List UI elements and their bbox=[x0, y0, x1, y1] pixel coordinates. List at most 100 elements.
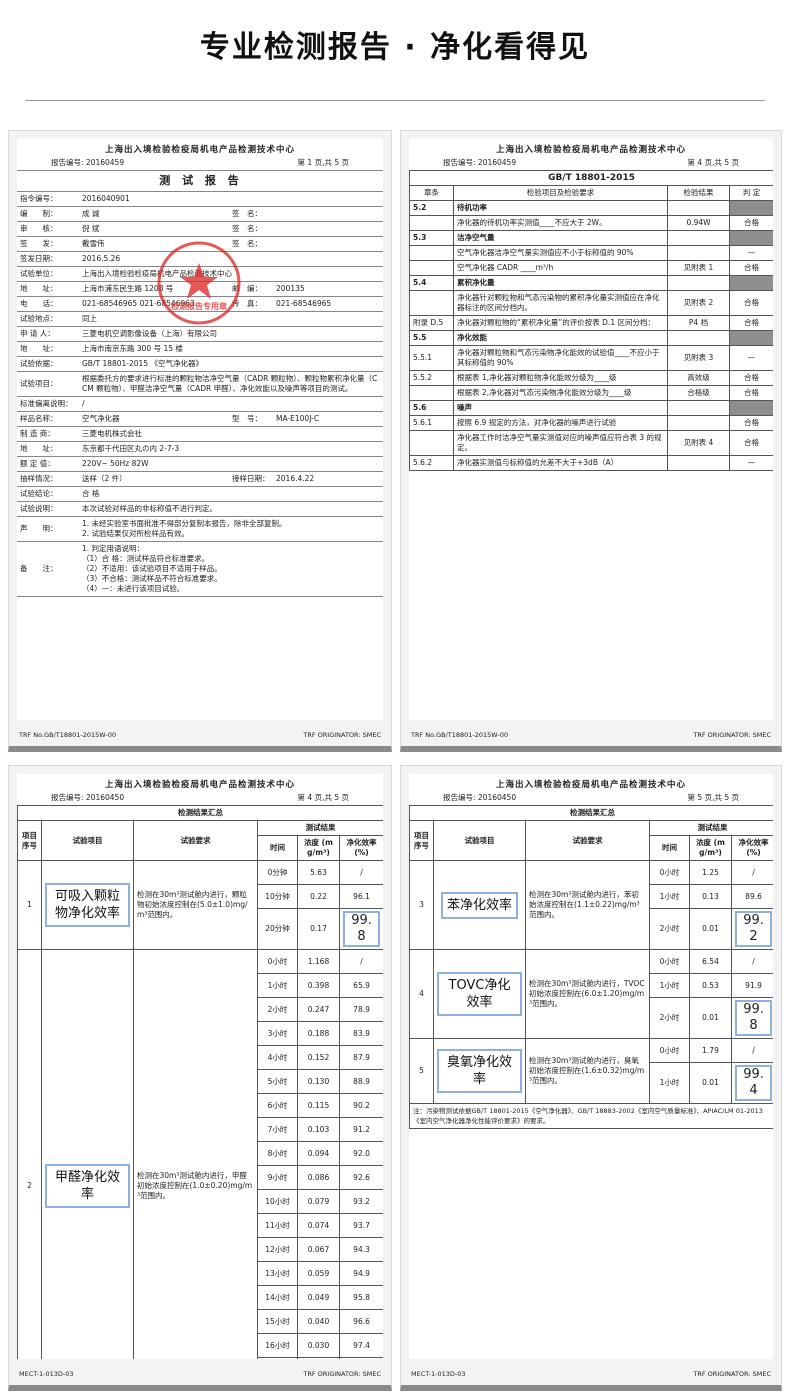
efficiency-highlight: 99.8 bbox=[343, 911, 381, 947]
item-label: 甲醛净化效率 bbox=[45, 1164, 130, 1208]
result-row: 1 可吸入颗粒物净化效率 检测在30m³测试舱内进行，颗粒物初始浓度控制在(5.0±… bbox=[17, 860, 383, 950]
time: 9小时 bbox=[257, 1165, 298, 1190]
field-value: 根据委托方的要求进行标准的颗粒物洁净空气量（CADR 颗粒物）、颗粒物累积净化量… bbox=[79, 371, 383, 397]
efficiency-highlight: 99.8 bbox=[735, 1000, 773, 1036]
field-label: 试验依据： bbox=[17, 356, 79, 372]
requirement: 根据表 2,净化器对气态污染物净化能效分级为____级 bbox=[453, 385, 668, 401]
result: 见附表 1 bbox=[667, 260, 730, 276]
result-row: 2小时 0.01 99.8 bbox=[410, 997, 773, 1039]
concentration: 0.53 bbox=[689, 973, 732, 998]
field-label: 签 名： bbox=[229, 221, 273, 237]
field-value: 200135 bbox=[273, 281, 383, 297]
result-cell bbox=[667, 200, 730, 216]
concentration: 0.01 bbox=[689, 1062, 732, 1104]
result-row: 6小时 0.115 90.2 bbox=[18, 1093, 383, 1118]
column-header: 判 定 bbox=[728, 185, 773, 201]
verdict: 合格 bbox=[728, 290, 773, 316]
result-row: 1小时 0.01 99.4 bbox=[410, 1062, 773, 1104]
org-name: 上海出入境检验检疫局机电产品检测技术中心 bbox=[104, 145, 295, 155]
efficiency: 78.9 bbox=[338, 997, 383, 1022]
verdict: — bbox=[728, 455, 773, 471]
results-table: 检测结果汇总 项目序号 试验项目 试验要求 测试结果 时间 浓度 (mg/m³) 净化效率 (… bbox=[17, 805, 383, 1359]
org-name: 上海出入境检验检疫局机电产品检测技术中心 bbox=[495, 145, 686, 155]
heading-row: 测 试 报 告 bbox=[17, 170, 383, 192]
time: 2小时 bbox=[649, 997, 690, 1039]
field-label: 试验地点： bbox=[17, 311, 79, 327]
time: 7小时 bbox=[257, 1117, 298, 1142]
time: 15小时 bbox=[257, 1309, 298, 1334]
verdict: 合格 bbox=[728, 370, 773, 386]
result-cell bbox=[667, 330, 730, 346]
info-row: 额 定 值： 220V~ 50Hz 82W bbox=[17, 456, 383, 472]
efficiency: 88.9 bbox=[338, 1069, 383, 1094]
field-value: 上海市南京东路 300 号 15 楼 bbox=[79, 341, 383, 357]
field-label: 抽样情况： bbox=[17, 471, 79, 487]
field-value: 合 格 bbox=[79, 486, 383, 502]
verdict: 合格 bbox=[728, 385, 773, 401]
report-table: GB/T 18801-2015 章条 检验项目及检验要求 检验结果判 定 5.2 待机功率… bbox=[409, 170, 773, 471]
time: 12小时 bbox=[257, 1237, 298, 1262]
stamp: 检测报告专用章 bbox=[155, 239, 243, 327]
time: 0分钟 bbox=[257, 860, 298, 885]
time: 10分钟 bbox=[257, 884, 298, 909]
time: 16小时 bbox=[257, 1333, 298, 1358]
footer-left: TRF No.GB/T18801-2015W-00 bbox=[411, 731, 509, 739]
concentration: 0.030 bbox=[297, 1333, 340, 1358]
verdict-cell bbox=[728, 275, 773, 291]
column-header: 试验要求 bbox=[133, 820, 258, 861]
result bbox=[667, 455, 730, 471]
info-row: 试验项目： 根据委托方的要求进行标准的颗粒物洁净空气量（CADR 颗粒物）、颗粒物… bbox=[17, 371, 383, 397]
page-title: 专业检测报告 · 净化看得见 bbox=[199, 30, 591, 65]
item-row: 净化器针对颗粒物和气态污染物的累积净化量实测值应在净化器标注的区间分档内。 见附表… bbox=[409, 290, 773, 316]
field-label: 试验单位： bbox=[17, 266, 79, 282]
heading-row: GB/T 18801-2015 bbox=[409, 170, 773, 186]
result-row: 9小时 0.086 92.6 bbox=[18, 1165, 383, 1190]
field-label: 样品名称： bbox=[17, 411, 79, 427]
result-row: 1小时 0.13 89.6 bbox=[410, 884, 773, 909]
efficiency: 94.3 bbox=[338, 1237, 383, 1262]
time: 1小时 bbox=[649, 884, 690, 909]
time: 0小时 bbox=[257, 949, 298, 974]
result-row: 3 苯净化效率 检测在30m³测试舱内进行，苯初始浓度控制在(1.1±0.22)mg… bbox=[409, 860, 773, 950]
org-name: 上海出入境检验检疫局机电产品检测技术中心 bbox=[104, 780, 295, 790]
report-paper: 上海出入境检验检疫局机电产品检测技术中心 报告编号: 20160459 第 1 页,… bbox=[17, 139, 383, 720]
time: 3小时 bbox=[257, 1021, 298, 1046]
concentration: 0.040 bbox=[297, 1309, 340, 1334]
field-value: 成 诚 bbox=[79, 206, 229, 222]
item-row: 5.5.1 净化器对颗粒物和气态污染物净化能效的试验值____不应小于其标称值的 … bbox=[409, 345, 773, 371]
efficiency-cell: 99.8 bbox=[730, 997, 773, 1039]
item-label: 苯净化效率 bbox=[440, 891, 518, 919]
report-footer: TRF No.GB/T18801-2015W-00 TRF ORIGINATOR:… bbox=[19, 731, 381, 739]
column-header: 时间 bbox=[257, 835, 298, 861]
field-label: 备 注： bbox=[17, 541, 79, 597]
item-row: 5.5.2 根据表 1,净化器对颗粒物净化能效分级为____级 高效级 合格 bbox=[409, 370, 773, 386]
results-table: 检测结果汇总 项目序号 试验项目 试验要求 测试结果 时间 浓度 (mg/m³) 净化效率 (… bbox=[409, 805, 773, 1129]
result: 见附表 2 bbox=[667, 290, 730, 316]
item-cell: 可吸入颗粒物净化效率 bbox=[41, 860, 134, 950]
verdict-cell bbox=[728, 230, 773, 246]
requirement: 检测在30m³测试舱内进行，苯初始浓度控制在(1.1±0.22)mg/m³范围内… bbox=[525, 860, 650, 950]
time: 20分钟 bbox=[257, 908, 298, 950]
requirement: 净化器对颗粒物和气态污染物净化能效的试验值____不应小于其标称值的 90% bbox=[453, 345, 668, 371]
report-number: 报告编号: 20160459 bbox=[443, 158, 517, 167]
efficiency: 89.6 bbox=[730, 884, 773, 909]
column-row: 时间 浓度 (mg/m³) 净化效率 (%) bbox=[18, 835, 383, 861]
efficiency: / bbox=[730, 860, 773, 885]
concentration: 1.79 bbox=[689, 1038, 732, 1063]
time: 1小时 bbox=[649, 1062, 690, 1104]
report-panel: 上海出入境检验检疫局机电产品检测技术中心 报告编号: 20160450 第 5 页,… bbox=[400, 765, 782, 1391]
field-value: 1. 判定用语说明： （1）合 格：测试样品符合标准要求。 （2）不适用：该试验… bbox=[79, 541, 383, 597]
report-number: 报告编号: 20160450 bbox=[51, 793, 125, 802]
column-header: 浓度 (mg/m³) bbox=[689, 835, 732, 861]
field-value: 东京都千代田区丸の内 2-7-3 bbox=[79, 441, 383, 457]
field-value: 2016.4.22 bbox=[273, 471, 383, 487]
efficiency: 93.7 bbox=[338, 1213, 383, 1238]
field-label: 审 核： bbox=[17, 221, 79, 237]
column-header: 试验项目 bbox=[433, 820, 526, 861]
concentration: 0.017 bbox=[297, 1357, 340, 1359]
result bbox=[667, 415, 730, 431]
concentration: 5.63 bbox=[297, 860, 340, 885]
info-row: 地 址： 东京都千代田区丸の内 2-7-3 bbox=[17, 441, 383, 457]
requirement: 检测在30m³测试舱内进行，甲醛初始浓度控制在(1.0±0.20)mg/m³范围… bbox=[133, 949, 258, 1359]
result: 高效级 bbox=[667, 370, 730, 386]
